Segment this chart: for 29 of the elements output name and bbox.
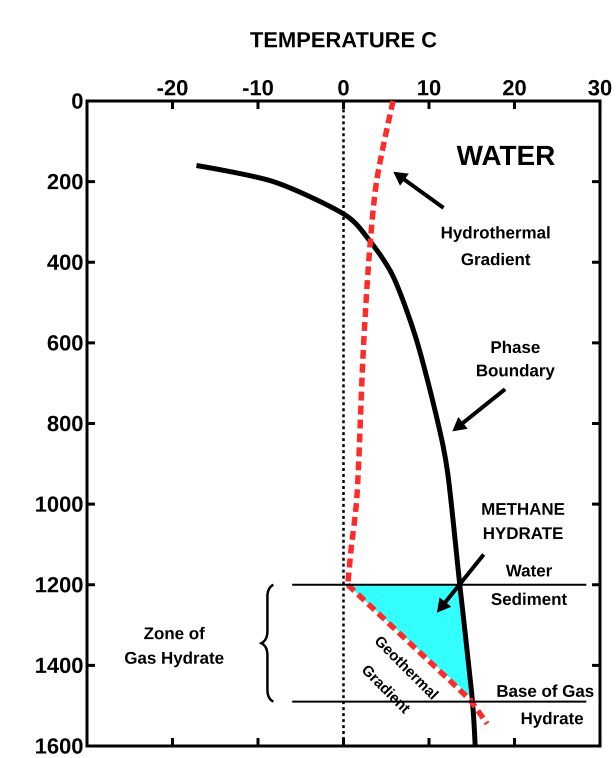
annotation: HYDRATE <box>484 527 563 539</box>
annotation: Water <box>506 564 552 577</box>
y-tick-label: 1200 <box>36 576 83 593</box>
annotation: Gas Hydrate <box>125 651 224 668</box>
annotation: Phase <box>492 340 540 354</box>
x-tick-label: 20 <box>503 80 526 96</box>
annotation: Base of Gas <box>498 684 594 697</box>
y-tick-label: 800 <box>48 416 83 432</box>
x-tick-label: -20 <box>158 80 188 96</box>
y-tick-label: 200 <box>48 174 83 190</box>
x-tick-label: -10 <box>243 80 274 96</box>
annotation: Gradient <box>462 252 531 266</box>
x-axis-title: TEMPERATURE C <box>250 32 437 48</box>
y-tick-label: 1400 <box>36 658 83 674</box>
x-tick-label: 10 <box>418 80 441 96</box>
y-tick-label: 0 <box>72 93 83 109</box>
annotation: Sediment <box>492 592 568 606</box>
x-tick-label: 30 <box>588 80 612 96</box>
y-tick-label: 1600 <box>36 738 83 754</box>
annotation: Boundary <box>477 364 556 380</box>
y-tick-label: 400 <box>47 254 83 270</box>
annotation: WATER <box>456 146 555 166</box>
annotation: METHANE <box>482 503 564 515</box>
y-tick-label: 600 <box>48 335 83 351</box>
y-tick-label: 1000 <box>36 496 83 512</box>
annotation: Hydrate <box>522 712 584 728</box>
annotation: Hydrothermal <box>442 226 550 242</box>
annotation: Zone of <box>144 626 206 640</box>
x-tick-label: 0 <box>338 80 349 96</box>
